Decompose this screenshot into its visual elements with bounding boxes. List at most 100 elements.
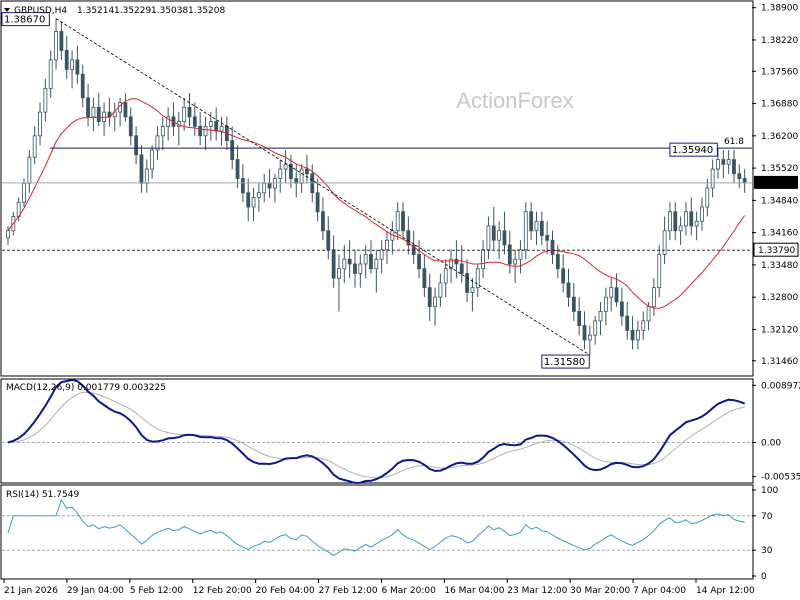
candle-body	[443, 268, 448, 284]
candle-body	[369, 254, 373, 270]
candle-body	[684, 211, 688, 227]
candle-body	[160, 125, 165, 137]
candle-body	[182, 106, 187, 122]
candle-body	[593, 320, 598, 336]
candle-body	[203, 125, 208, 137]
candle-body	[502, 230, 507, 246]
candle-body	[587, 334, 592, 341]
watermark: ActionForex	[456, 88, 573, 113]
candle-body	[603, 296, 608, 312]
high-label-box	[1, 12, 50, 27]
candle-body	[166, 116, 171, 127]
candle-body	[144, 168, 149, 184]
candle-body	[700, 206, 704, 222]
header-arrow-icon	[4, 8, 10, 12]
current-price-tag	[754, 175, 798, 189]
candle-body	[470, 287, 475, 293]
candle-body	[240, 178, 245, 194]
time-tick-label: 5 Feb 12:00	[130, 586, 184, 596]
candle-body	[6, 230, 10, 239]
candle-body	[518, 249, 523, 260]
rsi-line	[7, 498, 745, 557]
rsi-pane	[0, 484, 754, 580]
price-tick-label: 1.38900	[761, 4, 798, 14]
candle-body	[694, 220, 699, 227]
candle-body	[486, 225, 491, 251]
candle-body	[545, 235, 550, 241]
time-tick-label: 6 Mar 20:00	[381, 586, 436, 596]
price-tick-label: 1.36880	[761, 100, 798, 110]
price-tick-label: 1.38220	[761, 36, 798, 46]
candle-body	[465, 273, 469, 293]
macd-tick-label: 0.00	[761, 438, 781, 448]
candles	[6, 18, 747, 356]
candle-body	[737, 173, 742, 179]
trend-line	[55, 18, 591, 356]
low-label: 1.31580	[544, 357, 585, 368]
candle-body	[673, 211, 678, 232]
candle-body	[235, 159, 240, 179]
candle-body	[267, 182, 272, 189]
candle-body	[630, 329, 635, 341]
rsi-tick-label: 70	[761, 512, 773, 522]
candle-body	[726, 159, 731, 165]
candle-body	[86, 97, 90, 118]
price-tick-label: 1.32800	[761, 293, 798, 303]
price-tick-label: 1.33480	[761, 261, 798, 271]
fib-level-text: 61.8	[724, 137, 744, 147]
header-symbol: GBPUSD,H4	[14, 6, 67, 16]
price-tick-label: 1.35520	[761, 164, 798, 174]
candle-body	[192, 116, 197, 127]
price-pane	[0, 0, 754, 377]
candle-body	[321, 211, 325, 232]
candle-body	[32, 135, 37, 158]
candle-body	[208, 121, 213, 127]
header-low: 1.35038	[151, 6, 188, 16]
candle-body	[401, 211, 405, 232]
fib-label-box	[669, 142, 718, 157]
candle-body	[315, 192, 320, 213]
candle-body	[481, 249, 485, 270]
time-tick-label: 30 Mar 20:00	[570, 586, 630, 596]
candle-body	[513, 258, 518, 265]
candle-body	[256, 192, 261, 198]
candle-body	[507, 244, 512, 265]
macd-tick-label: 0.008972	[761, 381, 800, 391]
candle-body	[246, 192, 251, 208]
price-levels: 1.38670 1.31580 1.35940 61.8 1.35208 1.33790	[1, 12, 799, 369]
candle-body	[363, 254, 368, 265]
candle-body	[491, 225, 496, 241]
candle-body	[38, 111, 42, 137]
candle-body	[198, 125, 203, 137]
candle-body	[454, 258, 459, 265]
candle-body	[299, 168, 304, 184]
candle-body	[609, 287, 614, 298]
candle-body	[59, 31, 64, 51]
candle-body	[230, 140, 235, 160]
macd-lines	[2, 378, 752, 484]
candle-body	[427, 287, 432, 308]
candle-body	[689, 211, 694, 227]
rsi-tick-label: 0	[761, 572, 767, 582]
header-open: 1.35214	[77, 6, 114, 16]
candle-body	[48, 59, 53, 89]
candle-body	[112, 111, 117, 118]
rsi-tick-label: 100	[761, 486, 778, 496]
candle-body	[497, 230, 502, 241]
candle-body	[150, 149, 155, 170]
candle-body	[534, 220, 539, 232]
candle-body	[705, 187, 710, 208]
support-tag	[753, 242, 799, 257]
candle-body	[139, 154, 144, 184]
current-price-label: 1.35208	[758, 179, 795, 189]
candle-body	[353, 263, 357, 274]
candle-body	[395, 211, 400, 232]
candle-body	[716, 159, 720, 170]
candle-body	[710, 168, 715, 189]
moving-average-line	[7, 98, 746, 309]
candle-body	[433, 296, 437, 308]
time-tick-label: 16 Mar 04:00	[444, 586, 504, 596]
candle-body	[475, 268, 480, 289]
price-axis: 1.38900 1.38220 1.37560 1.36880 1.36200 1.355…	[752, 4, 798, 367]
